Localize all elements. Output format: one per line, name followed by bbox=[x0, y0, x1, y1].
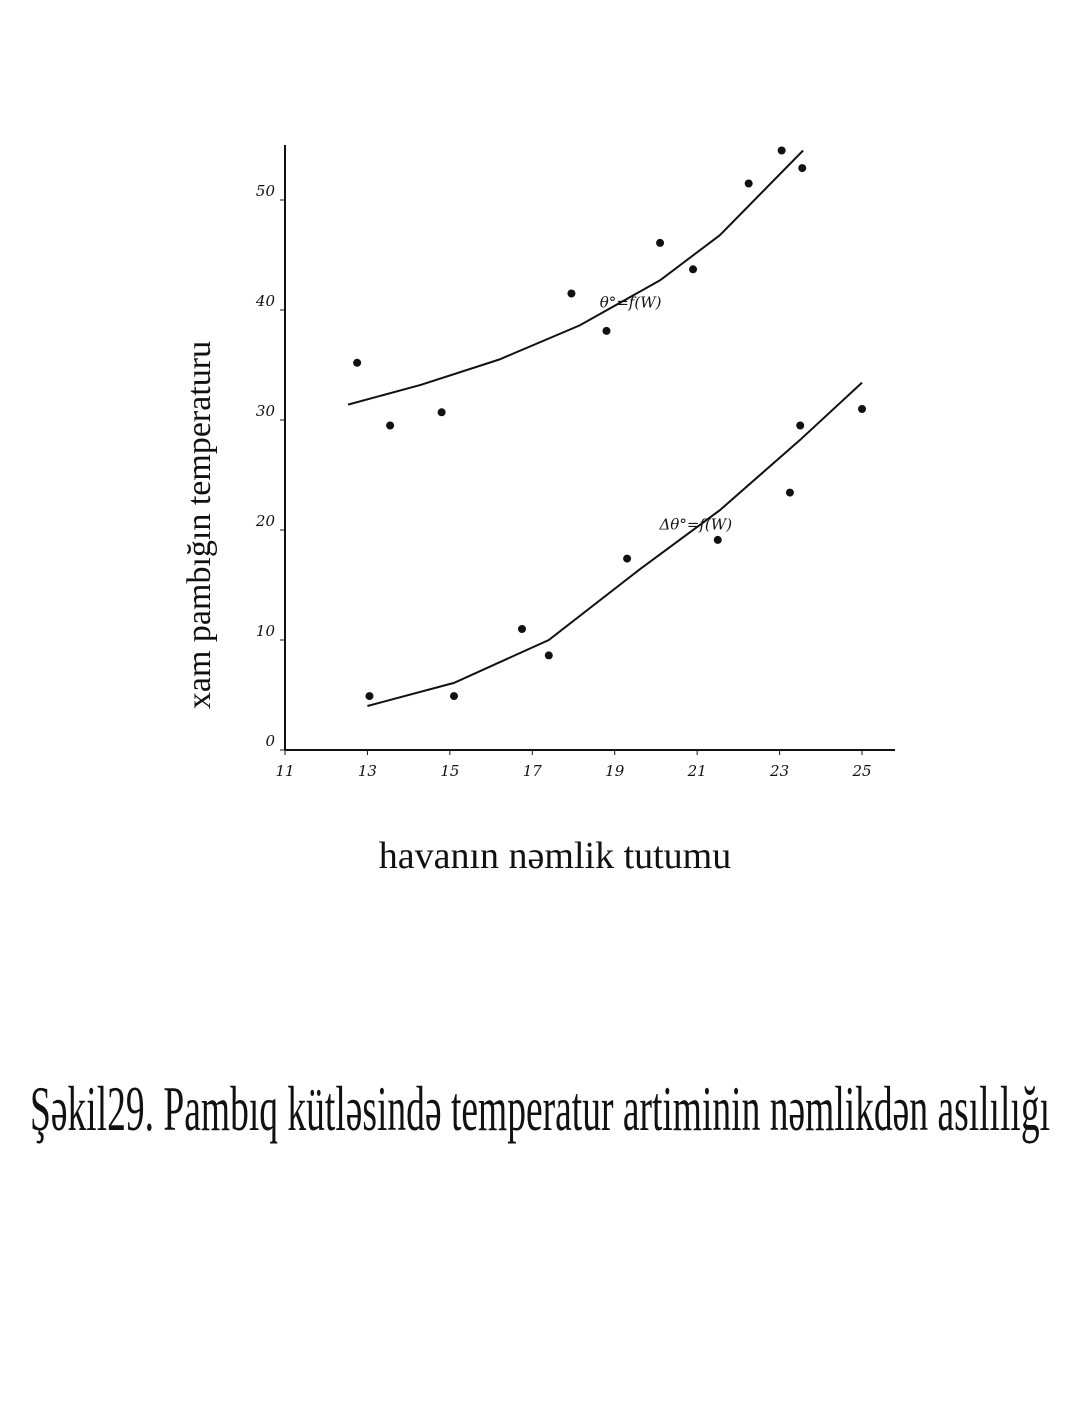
y-tick-label: 20 bbox=[255, 512, 276, 530]
x-tick-label: 13 bbox=[358, 762, 377, 780]
x-tick-label: 25 bbox=[851, 762, 871, 780]
y-axis-label: xam pambığın temperaturu bbox=[181, 341, 218, 709]
data-point bbox=[777, 146, 786, 155]
x-axis-label: havanın nəmlik tutumu bbox=[379, 835, 732, 877]
x-tick-label: 23 bbox=[769, 762, 789, 780]
data-point bbox=[449, 692, 458, 701]
y-tick-label: 30 bbox=[256, 402, 276, 420]
data-point bbox=[858, 405, 867, 413]
data-point bbox=[713, 535, 722, 544]
x-tick-label: 17 bbox=[523, 762, 543, 780]
curve-label: θ°=f(W) bbox=[600, 293, 662, 311]
data-point bbox=[744, 179, 753, 188]
data-point bbox=[437, 408, 446, 417]
caption: Şəkil29. Pambıq kütləsində temperatur ar… bbox=[30, 1073, 1050, 1144]
y-tick-label: 40 bbox=[255, 292, 276, 310]
data-point bbox=[623, 554, 632, 563]
data-point bbox=[689, 265, 698, 274]
x-tick-label: 19 bbox=[605, 762, 625, 780]
data-point bbox=[567, 289, 576, 298]
y-tick-label: 50 bbox=[256, 182, 276, 200]
curve-label: Δθ°=f(W) bbox=[658, 516, 732, 534]
y-tick-label: 10 bbox=[256, 622, 276, 640]
fit-curve bbox=[367, 381, 863, 707]
data-point bbox=[798, 164, 807, 173]
data-point bbox=[365, 692, 374, 701]
data-point bbox=[353, 358, 362, 367]
data-point bbox=[386, 421, 395, 430]
data-point bbox=[796, 421, 805, 430]
data-point bbox=[656, 238, 665, 247]
data-point bbox=[602, 326, 611, 335]
x-tick-label: 15 bbox=[440, 762, 459, 780]
data-point bbox=[517, 625, 526, 633]
data-point bbox=[785, 488, 794, 497]
x-tick-label: 11 bbox=[275, 762, 294, 780]
x-tick-label: 21 bbox=[687, 762, 707, 780]
data-point bbox=[544, 651, 553, 660]
y-tick-label: 0 bbox=[265, 732, 275, 750]
fit-curve bbox=[347, 149, 804, 406]
